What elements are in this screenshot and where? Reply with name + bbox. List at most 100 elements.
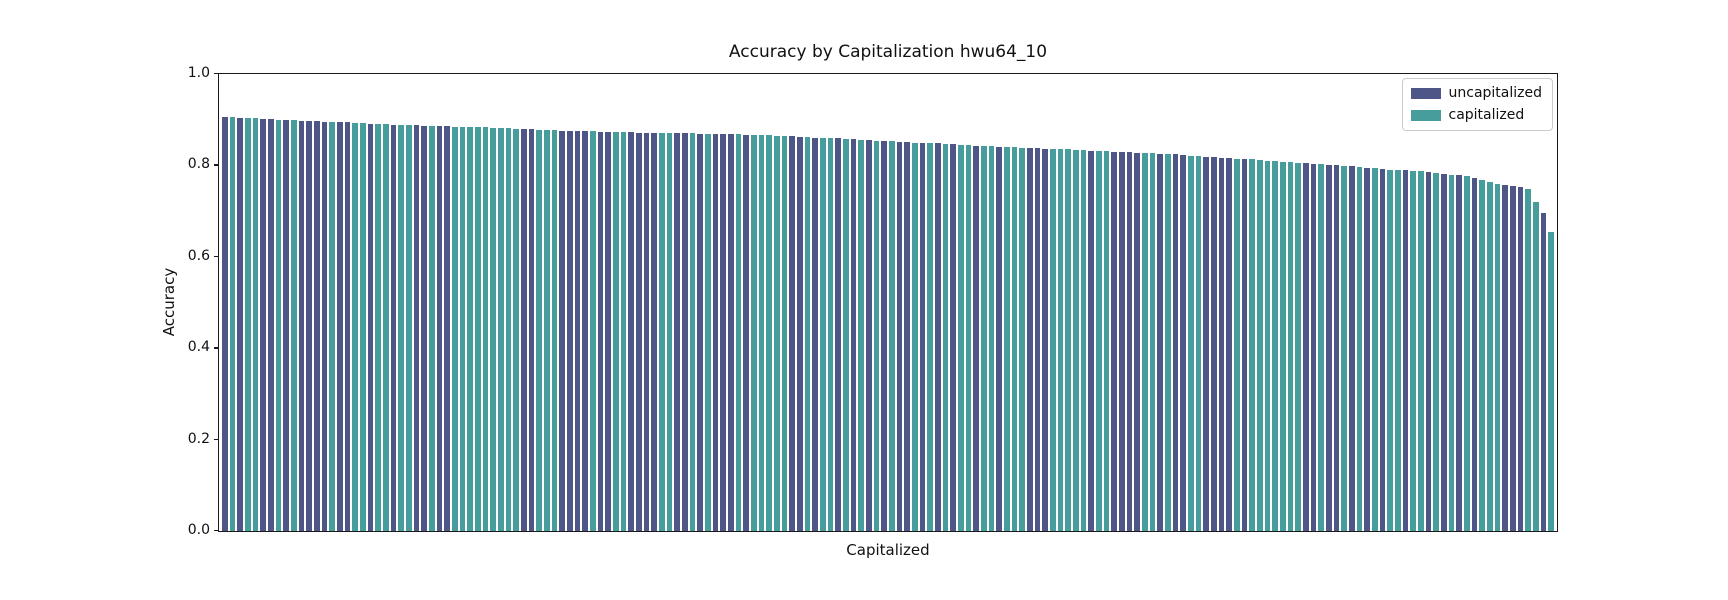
bar-capitalized: [229, 117, 236, 531]
bar-uncapitalized: [1441, 173, 1447, 531]
bar-capitalized: [1019, 147, 1025, 531]
bar-uncapitalized: [835, 138, 841, 531]
bar-uncapitalized: [896, 141, 903, 531]
bar-uncapitalized: [1510, 186, 1516, 531]
legend-swatch-capitalized: [1410, 110, 1441, 121]
bar-uncapitalized: [1088, 150, 1094, 531]
bar-capitalized: [758, 134, 765, 531]
bar-uncapitalized: [651, 132, 657, 531]
bar-capitalized: [1356, 166, 1363, 531]
bar-capitalized: [329, 122, 335, 531]
bar-capitalized: [1080, 150, 1087, 531]
bar-uncapitalized: [344, 122, 351, 531]
bar-uncapitalized: [881, 140, 887, 531]
bar-uncapitalized: [720, 134, 726, 531]
bar-uncapitalized: [421, 125, 427, 531]
bar-uncapitalized: [1027, 148, 1033, 531]
bar-capitalized: [490, 127, 496, 531]
bar-capitalized: [1234, 158, 1240, 531]
bar-capitalized: [942, 143, 949, 531]
bar-capitalized: [429, 125, 435, 531]
bar-capitalized: [620, 132, 627, 531]
bar-capitalized: [513, 128, 519, 531]
y-tick-mark: [214, 73, 218, 75]
bar-capitalized: [1464, 176, 1470, 531]
bar-uncapitalized: [797, 136, 803, 531]
bar-capitalized: [1050, 148, 1056, 531]
bar-uncapitalized: [597, 131, 604, 531]
bar-uncapitalized: [559, 130, 565, 531]
bar-capitalized: [705, 133, 711, 531]
bar-capitalized: [498, 128, 504, 531]
bar-capitalized: [1548, 232, 1554, 531]
legend-label: uncapitalized: [1448, 85, 1543, 101]
bar-capitalized: [666, 132, 673, 531]
bar-uncapitalized: [1502, 185, 1508, 531]
legend: uncapitalized capitalized: [1401, 78, 1553, 131]
bar-uncapitalized: [528, 129, 535, 531]
bar-uncapitalized: [1134, 152, 1140, 531]
bar-capitalized: [475, 127, 481, 531]
bar-capitalized: [1096, 150, 1102, 531]
bar-capitalized: [827, 138, 834, 531]
bar-capitalized: [1188, 155, 1194, 531]
bar-capitalized: [781, 136, 788, 531]
y-tick-mark: [214, 347, 218, 349]
bar-capitalized: [1318, 164, 1324, 531]
bar-capitalized: [889, 141, 895, 531]
bar-capitalized: [291, 120, 297, 531]
bar-capitalized: [1533, 201, 1539, 531]
bar-capitalized: [551, 130, 558, 531]
bar-uncapitalized: [321, 121, 328, 531]
legend-entry-capitalized: capitalized: [1410, 107, 1543, 124]
bar-uncapitalized: [812, 137, 818, 531]
bar-uncapitalized: [1111, 151, 1117, 531]
bar-capitalized: [1433, 172, 1439, 531]
bar-capitalized: [245, 117, 251, 531]
bar-uncapitalized: [1333, 165, 1340, 531]
bar-capitalized: [766, 135, 772, 531]
bar-uncapitalized: [697, 133, 703, 531]
bar-uncapitalized: [1310, 163, 1317, 531]
bar-capitalized: [1004, 147, 1010, 531]
bar-uncapitalized: [850, 139, 857, 531]
plot-area: uncapitalized capitalized: [218, 73, 1558, 532]
y-tick-label: 0.8: [187, 156, 210, 173]
bar-capitalized: [1280, 161, 1286, 531]
bar-uncapitalized: [935, 143, 941, 531]
bar-capitalized: [1249, 159, 1255, 531]
bar-capitalized: [383, 124, 389, 531]
bar-uncapitalized: [1034, 148, 1041, 531]
bar-uncapitalized: [390, 124, 397, 531]
bar-capitalized: [1410, 170, 1416, 531]
bar-uncapitalized: [1456, 175, 1462, 531]
bar-uncapitalized: [605, 131, 611, 531]
bar-capitalized: [398, 124, 404, 531]
legend-entry-uncapitalized: uncapitalized: [1410, 85, 1543, 102]
bar-capitalized: [1272, 161, 1278, 531]
bar-uncapitalized: [1326, 164, 1332, 531]
bar-capitalized: [459, 127, 466, 531]
bar-capitalized: [1525, 189, 1531, 531]
bar-capitalized: [1295, 162, 1301, 531]
bar-capitalized: [613, 131, 619, 531]
bar-uncapitalized: [789, 136, 795, 531]
bar-capitalized: [965, 145, 972, 531]
bar-uncapitalized: [582, 131, 588, 531]
legend-swatch-uncapitalized: [1410, 88, 1441, 99]
bar-capitalized: [1065, 149, 1071, 531]
y-tick-label: 1.0: [187, 65, 210, 81]
bar-uncapitalized: [1119, 152, 1125, 531]
bar-capitalized: [958, 144, 964, 531]
bar-capitalized: [505, 128, 512, 531]
y-tick-label: 0.0: [187, 522, 210, 538]
bar-uncapitalized: [1172, 154, 1179, 531]
bar-uncapitalized: [1425, 172, 1432, 531]
bar-capitalized: [1418, 171, 1424, 531]
bar-capitalized: [406, 125, 412, 531]
bar-uncapitalized: [973, 145, 979, 531]
bar-uncapitalized: [950, 144, 956, 531]
bar-uncapitalized: [628, 132, 634, 531]
bar-capitalized: [1287, 162, 1294, 531]
